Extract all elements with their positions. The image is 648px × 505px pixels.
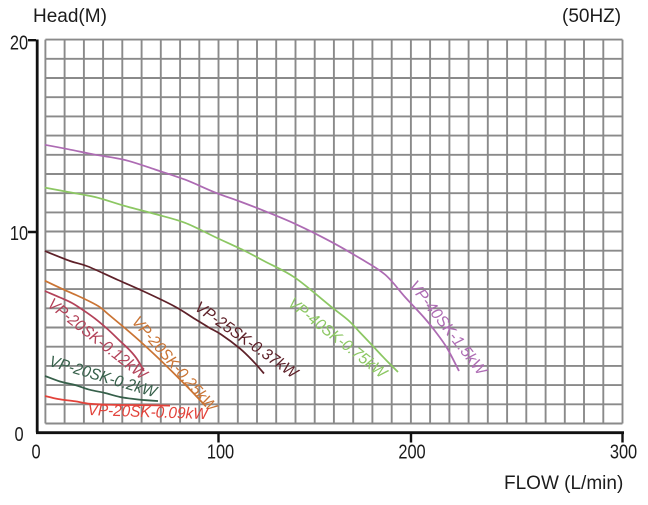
svg-text:Head(M): Head(M): [33, 6, 107, 27]
svg-text:(50HZ): (50HZ): [562, 6, 621, 27]
svg-text:200: 200: [398, 440, 425, 463]
svg-text:300: 300: [610, 440, 637, 463]
svg-text:0: 0: [31, 440, 40, 463]
svg-text:10: 10: [10, 221, 28, 244]
svg-text:FLOW (L/min): FLOW (L/min): [504, 473, 623, 494]
svg-text:VP-20SK-0.09kW: VP-20SK-0.09kW: [87, 402, 209, 423]
svg-text:0: 0: [14, 422, 23, 445]
svg-text:20: 20: [10, 31, 28, 54]
svg-text:100: 100: [207, 440, 234, 463]
